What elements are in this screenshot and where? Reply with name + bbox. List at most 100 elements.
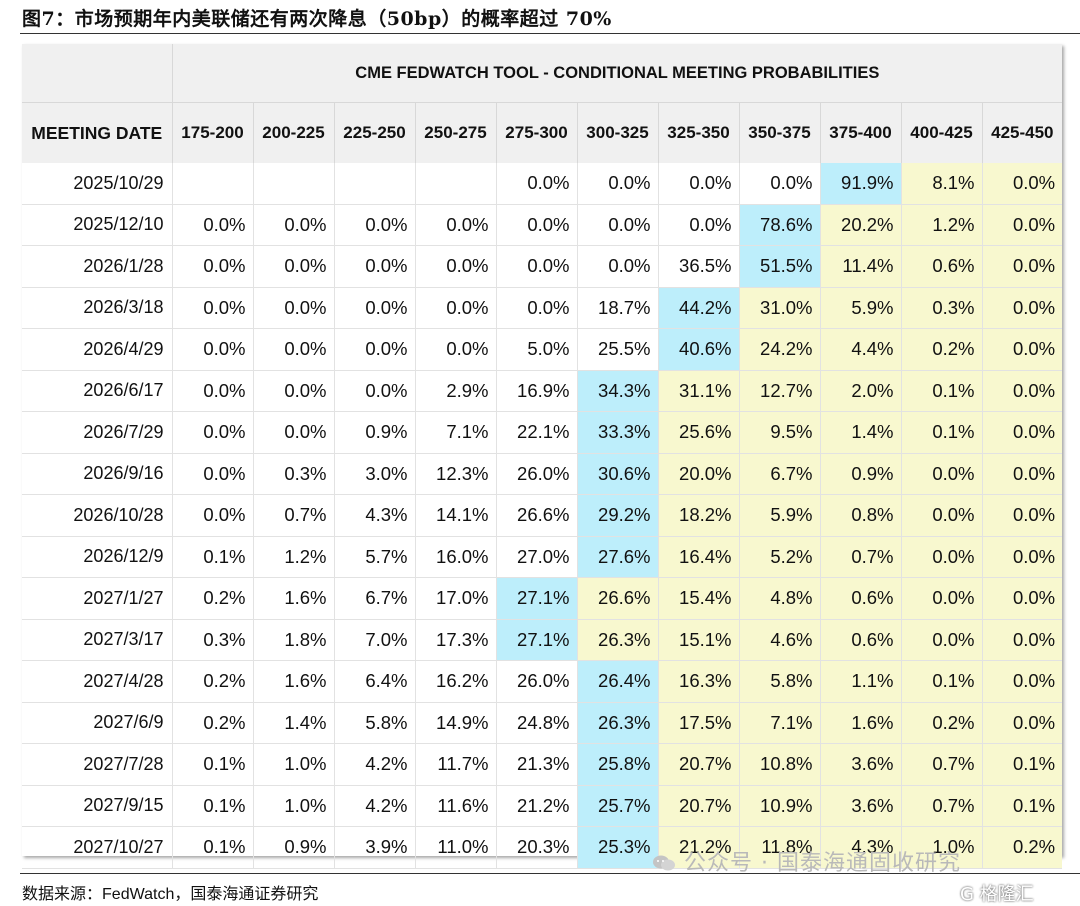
probability-cell: 0.0% [171, 453, 253, 495]
column-header: 250-275 [414, 102, 496, 163]
probability-cell: 25.7% [576, 785, 658, 827]
probability-cell: 0.1% [900, 660, 982, 703]
probability-cell: 11.4% [819, 245, 901, 288]
meeting-date-cell: 2027/9/15 [22, 785, 172, 827]
table-body: 2025/10/29 0.0% 0.0% 0.0% 0.0% 91.9% 8.1% 0.0% 2… [22, 163, 1063, 869]
probability-cell: 0.0% [333, 370, 415, 412]
meeting-date-cell: 2027/6/9 [22, 702, 172, 744]
probability-cell: 0.7% [819, 536, 901, 578]
wechat-icon [653, 855, 675, 871]
title-rule [20, 33, 1080, 34]
probability-cell: 0.0% [981, 619, 1063, 661]
probability-cell: 0.0% [495, 163, 577, 205]
probability-cell: 0.0% [576, 204, 658, 246]
probability-cell: 0.0% [657, 204, 739, 246]
probability-cell: 0.3% [252, 453, 334, 495]
probability-cell: 0.1% [171, 826, 253, 869]
probability-cell: 4.8% [738, 577, 820, 620]
meeting-date-cell: 2025/10/29 [22, 163, 172, 205]
probability-cell: 0.0% [981, 328, 1063, 371]
probability-cell: 2.0% [819, 370, 901, 412]
table-row: 2025/10/29 0.0% 0.0% 0.0% 0.0% 91.9% 8.1% 0.0% [22, 163, 1063, 205]
probability-cell: 11.7% [414, 743, 496, 786]
probability-cell: 1.6% [252, 577, 334, 620]
probability-cell: 0.0% [252, 411, 334, 454]
probability-cell: 27.1% [495, 577, 577, 620]
meeting-date-cell: 2026/9/16 [22, 453, 172, 495]
probability-cell: 1.0% [900, 826, 982, 869]
probability-cell: 1.0% [252, 743, 334, 786]
meeting-date-header: MEETING DATE [22, 102, 172, 163]
probability-cell: 0.0% [333, 287, 415, 329]
probability-cell: 0.0% [252, 370, 334, 412]
meeting-date-cell: 2026/6/17 [22, 370, 172, 412]
probability-cell: 9.5% [738, 411, 820, 454]
probability-cell: 26.0% [495, 453, 577, 495]
probability-cell: 6.7% [333, 577, 415, 620]
probability-cell: 4.6% [738, 619, 820, 661]
probability-cell: 16.0% [414, 536, 496, 578]
probability-cell: 0.2% [900, 702, 982, 744]
probability-cell: 0.0% [900, 577, 982, 620]
table-row: 2026/3/18 0.0% 0.0% 0.0% 0.0% 0.0% 18.7% 44.2% 3… [22, 287, 1063, 329]
probability-cell: 26.3% [576, 619, 658, 661]
probability-cell: 4.3% [333, 494, 415, 537]
probability-cell: 3.6% [819, 743, 901, 786]
probability-cell: 3.0% [333, 453, 415, 495]
meeting-date-cell: 2026/4/29 [22, 328, 172, 371]
column-header: 300-325 [576, 102, 658, 163]
probability-cell: 6.7% [738, 453, 820, 495]
probability-cell: 20.2% [819, 204, 901, 246]
column-header: 225-250 [333, 102, 415, 163]
probability-cell: 25.8% [576, 743, 658, 786]
source-note: 数据来源：FedWatch，国泰海通证券研究 [22, 880, 318, 904]
source-rest: ，国泰海通证券研究 [174, 884, 319, 903]
probability-cell: 22.1% [495, 411, 577, 454]
probability-cell: 0.1% [981, 785, 1063, 827]
probability-cell: 0.6% [819, 577, 901, 620]
probability-cell: 36.5% [657, 245, 739, 288]
probability-cell: 27.0% [495, 536, 577, 578]
probability-cell [171, 163, 253, 205]
probability-cell: 0.0% [576, 245, 658, 288]
probability-cell: 27.6% [576, 536, 658, 578]
probability-cell: 0.0% [252, 328, 334, 371]
probability-cell: 1.2% [900, 204, 982, 246]
probability-cell: 0.2% [171, 702, 253, 744]
probability-cell: 2.9% [414, 370, 496, 412]
table-row: 2026/6/17 0.0% 0.0% 0.0% 2.9% 16.9% 34.3% 31.1%… [22, 370, 1063, 412]
probability-cell: 1.4% [252, 702, 334, 744]
column-header: 400-425 [900, 102, 982, 163]
probability-cell: 21.2% [495, 785, 577, 827]
table-title: CME FEDWATCH TOOL - CONDITIONAL MEETING … [171, 44, 1063, 103]
probability-cell: 0.1% [171, 785, 253, 827]
probability-cell: 11.8% [738, 826, 820, 869]
probability-cell: 91.9% [819, 163, 901, 205]
probability-cell: 10.8% [738, 743, 820, 786]
table-row: 2025/12/10 0.0% 0.0% 0.0% 0.0% 0.0% 0.0% 0.0% 78… [22, 204, 1063, 246]
probability-cell: 0.2% [981, 826, 1063, 869]
probability-cell: 31.1% [657, 370, 739, 412]
probability-cell: 0.0% [981, 245, 1063, 288]
meeting-date-cell: 2026/7/29 [22, 411, 172, 454]
probability-cell: 17.0% [414, 577, 496, 620]
probability-cell: 16.3% [657, 660, 739, 703]
probability-cell: 0.0% [900, 453, 982, 495]
meeting-date-cell: 2027/3/17 [22, 619, 172, 661]
probability-cell: 0.0% [171, 204, 253, 246]
probability-cell: 0.0% [657, 163, 739, 205]
footer-rule [20, 873, 1080, 874]
probability-cell: 0.3% [171, 619, 253, 661]
meeting-date-cell: 2025/12/10 [22, 204, 172, 246]
probability-cell: 20.7% [657, 785, 739, 827]
probability-cell: 11.6% [414, 785, 496, 827]
probability-cell: 7.1% [738, 702, 820, 744]
probability-cell: 5.8% [738, 660, 820, 703]
column-header: 275-300 [495, 102, 577, 163]
probability-cell: 1.4% [819, 411, 901, 454]
probability-cell: 1.8% [252, 619, 334, 661]
column-header: 375-400 [819, 102, 901, 163]
probability-cell: 0.7% [900, 743, 982, 786]
meeting-date-cell: 2027/4/28 [22, 660, 172, 703]
probability-cell: 51.5% [738, 245, 820, 288]
